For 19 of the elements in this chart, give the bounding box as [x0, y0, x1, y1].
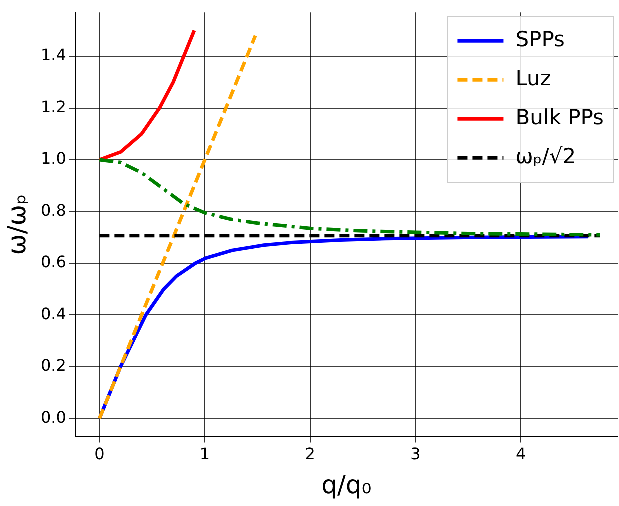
- y-tick-label: 0.8: [40, 200, 66, 220]
- y-axis-title: ω/ωₚ: [2, 194, 32, 256]
- y-tick-label: 0.2: [40, 356, 66, 376]
- x-tick-label: 4: [516, 444, 526, 464]
- x-tick-label: 3: [410, 444, 421, 464]
- legend-label: Bulk PPs: [516, 106, 604, 130]
- x-tick-label: 2: [305, 444, 316, 464]
- y-tick-label: 1.4: [40, 46, 66, 65]
- x-tick-label: 0: [94, 444, 105, 464]
- legend-label: SPPs: [516, 28, 565, 52]
- y-tick-label: 0.0: [40, 408, 66, 427]
- y-tick-label: 1.2: [40, 97, 66, 116]
- y-tick-label: 1.0: [40, 149, 66, 168]
- y-tick-label: 0.4: [40, 304, 66, 324]
- y-tick-label: 0.6: [40, 252, 66, 272]
- x-axis-title: q/q₀: [322, 470, 372, 500]
- legend-label: Luz: [516, 66, 552, 91]
- x-tick-label: 1: [200, 444, 210, 464]
- legend-label: ωₚ/√2: [516, 144, 576, 169]
